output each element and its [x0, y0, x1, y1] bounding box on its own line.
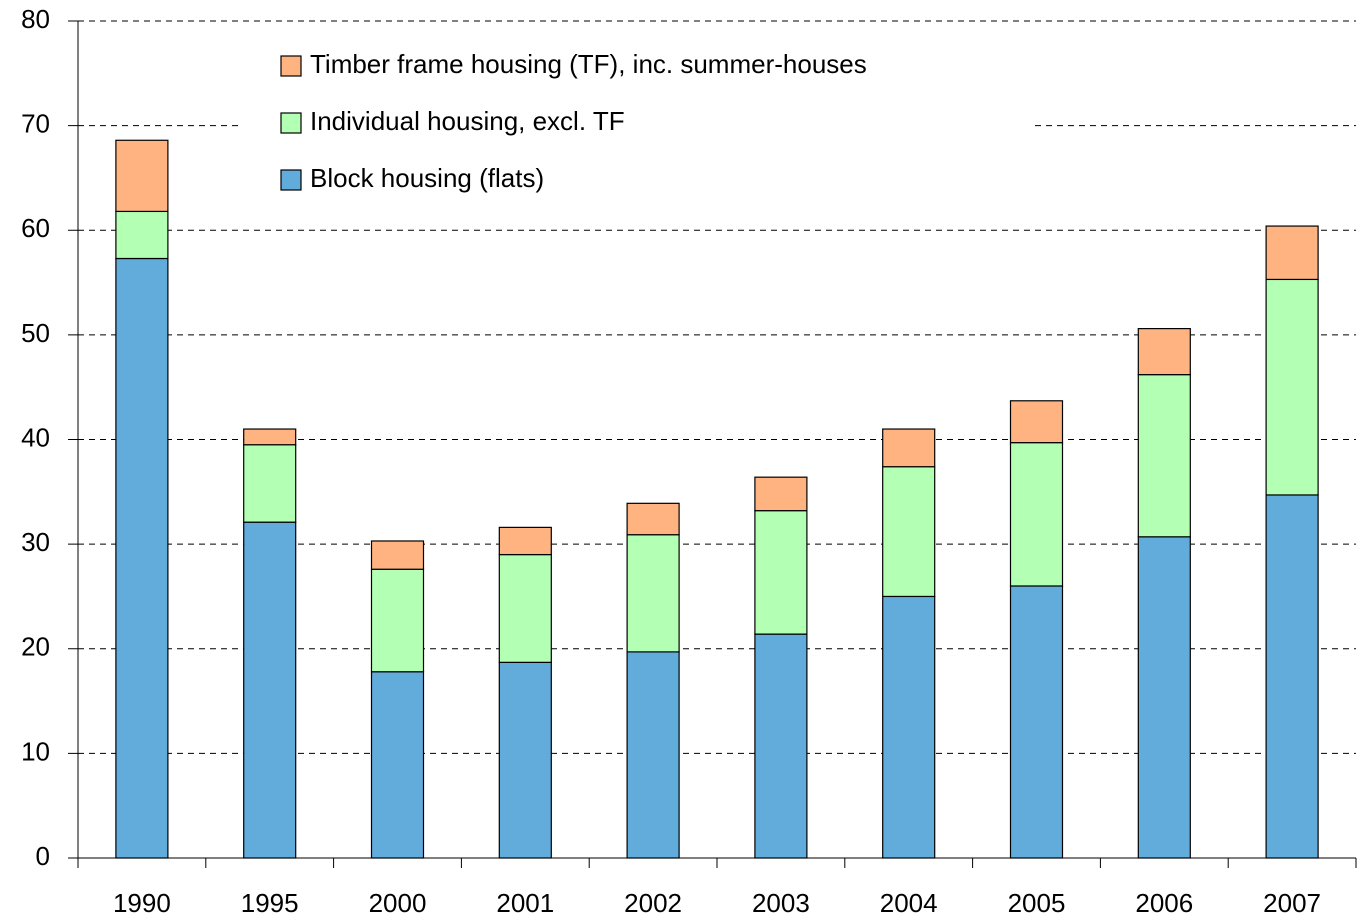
- bar-segment: [243, 428, 297, 446]
- legend-swatch: [280, 169, 302, 191]
- bar-segment: [498, 661, 552, 859]
- bar-segment: [243, 444, 297, 523]
- bar-segment: [1265, 278, 1319, 496]
- bar-segment: [626, 502, 680, 536]
- x-tick-label: 2005: [1008, 888, 1066, 917]
- bar-segment: [754, 476, 808, 512]
- bar-segment: [1009, 585, 1064, 859]
- bar-segment: [115, 210, 169, 260]
- y-tick-label: 60: [21, 213, 50, 243]
- bar-segment: [115, 139, 169, 213]
- bar-segment: [1009, 442, 1064, 587]
- bar-segment: [115, 257, 169, 859]
- bar-segment: [370, 568, 425, 673]
- legend-label: Individual housing, excl. TF: [310, 106, 625, 136]
- bar-segment: [1137, 374, 1191, 538]
- bar-segment: [882, 595, 936, 859]
- x-tick-label: 2004: [880, 888, 938, 917]
- bar-segment: [626, 651, 680, 859]
- legend-swatch: [280, 112, 302, 134]
- x-tick-label: 2007: [1263, 888, 1321, 917]
- bar-segment: [754, 633, 808, 859]
- y-tick-label: 10: [21, 736, 50, 766]
- bar-segment: [370, 540, 425, 570]
- bar-segment: [754, 510, 808, 635]
- y-tick-label: 20: [21, 632, 50, 662]
- y-tick-label: 40: [21, 422, 50, 452]
- legend-label: Timber frame housing (TF), inc. summer-h…: [310, 49, 867, 79]
- x-tick-label: 1990: [113, 888, 171, 917]
- x-tick-label: 1995: [241, 888, 299, 917]
- y-tick-label: 0: [36, 841, 50, 871]
- x-tick-label: 2002: [624, 888, 682, 917]
- bar-segment: [1009, 400, 1064, 444]
- y-tick-label: 70: [21, 109, 50, 139]
- x-tick-label: 2000: [369, 888, 427, 917]
- y-tick-label: 80: [21, 4, 50, 34]
- y-tick-label: 30: [21, 527, 50, 557]
- bar-segment: [243, 521, 297, 859]
- bar-segment: [1265, 225, 1319, 281]
- bar-segment: [370, 671, 425, 859]
- legend-swatch: [280, 55, 302, 77]
- bar-segment: [1137, 536, 1191, 859]
- bar-segment: [1137, 327, 1191, 376]
- bar-segment: [882, 428, 936, 468]
- x-tick-label: 2006: [1135, 888, 1193, 917]
- x-tick-label: 2001: [496, 888, 554, 917]
- bar-segment: [1265, 494, 1319, 859]
- x-tick-label: 2003: [752, 888, 810, 917]
- legend-background: [243, 35, 1030, 205]
- y-tick-label: 50: [21, 318, 50, 348]
- bar-segment: [626, 534, 680, 653]
- legend-label: Block housing (flats): [310, 163, 544, 193]
- bar-segment: [882, 466, 936, 598]
- bar-segment: [498, 526, 552, 556]
- bar-segment: [498, 553, 552, 663]
